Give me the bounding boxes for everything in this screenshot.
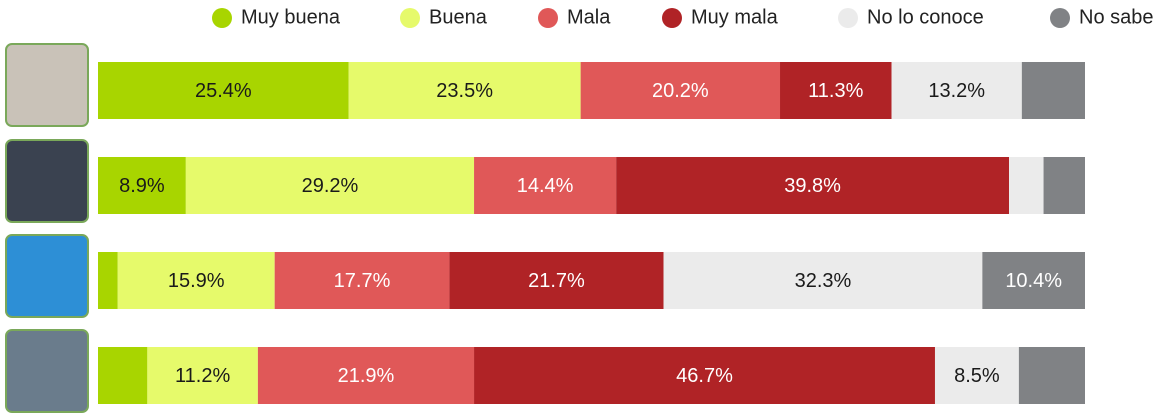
legend-label: No sabe [1079,6,1154,28]
bar-segment [449,252,664,309]
bar-segment [98,157,186,214]
photo [5,234,89,318]
value-label: 46.7% [676,365,733,387]
photo [5,329,89,413]
value-label: 14.4% [517,175,574,197]
bar-segment [474,157,617,214]
legend-swatch [1050,8,1070,28]
bar-segment [780,62,892,119]
value-label: 17.7% [334,270,391,292]
photos [5,43,89,413]
bar-segment [934,347,1019,404]
legend-label: Muy mala [691,6,779,28]
value-label: 20.2% [652,80,709,102]
bar-segment [1009,157,1044,214]
bar-segment [1021,62,1085,119]
photo [5,139,89,223]
bar-segment [474,347,935,404]
legend-swatch [838,8,858,28]
legend-swatch [212,8,232,28]
legend-swatch [662,8,682,28]
value-label: 10.4% [1005,270,1062,292]
legend-label: Mala [567,6,611,28]
legend-swatch [538,8,558,28]
bar-segment [274,252,450,309]
value-label: 25.4% [195,80,252,102]
bar-segment [98,252,118,309]
bar-segment [663,252,983,309]
legend-label: Muy buena [241,6,341,28]
value-label: 13.2% [928,80,985,102]
value-label: 21.9% [338,365,395,387]
value-label: 32.3% [795,270,852,292]
legend-swatch [400,8,420,28]
value-label: 11.3% [808,80,863,102]
bar-segment [982,252,1085,309]
value-label: 8.9% [119,175,165,197]
value-label: 15.9% [168,270,225,292]
bar-segment [147,347,258,404]
bar-segment [1018,347,1085,404]
bar-segment [257,347,475,404]
bar-segment [580,62,781,119]
bar-segment [616,157,1010,214]
value-label: 29.2% [302,175,359,197]
bar-segment [891,62,1022,119]
bar-segment [98,347,148,404]
bar-segment [185,157,475,214]
value-label: 39.8% [784,175,841,197]
legend-label: Buena [429,6,488,28]
value-label: 21.7% [528,270,585,292]
bar-segment [348,62,581,119]
bar-segment [98,62,349,119]
value-label: 8.5% [954,365,1000,387]
value-label: 11.2% [175,365,230,387]
legend-label: No lo conoce [867,6,984,28]
bar-segment [117,252,275,309]
value-label: 23.5% [436,80,493,102]
photo [5,43,89,127]
bar-segment [1043,157,1085,214]
